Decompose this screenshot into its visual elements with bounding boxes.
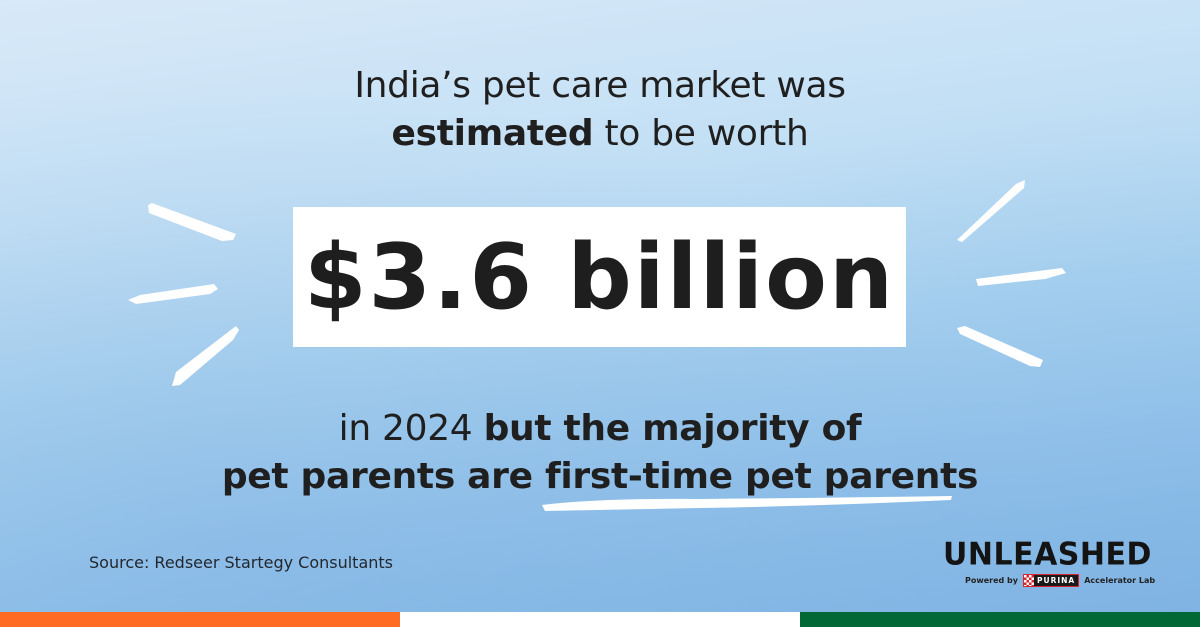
market-value: $3.6 billion: [303, 224, 896, 330]
headline-line-2-rest: to be worth: [593, 113, 809, 154]
accelerator-lab-label: Accelerator Lab: [1084, 576, 1156, 585]
purina-badge: PURINA: [1023, 574, 1080, 587]
subline-emphasis-1: but the majority of: [483, 408, 862, 449]
headline-emphasis: estimated: [391, 113, 594, 154]
logo-tagline: Powered by PURINA Accelerator Lab: [965, 574, 1155, 587]
subline: in 2024 but the majority of pet parents …: [0, 405, 1200, 501]
flag-stripe-white: [400, 612, 800, 627]
unleashed-logo: UNLEASHED Powered by PURINA Accelerator …: [936, 536, 1166, 587]
purina-checkerboard-icon: [1024, 575, 1034, 586]
flag-stripe-orange: [0, 612, 400, 627]
powered-by-label: Powered by: [965, 576, 1018, 585]
headline-line-2: estimated to be worth: [0, 110, 1200, 158]
subline-underlined-phrase: first-time pet parents: [544, 456, 979, 497]
headline-line-1: India’s pet care market was: [354, 65, 846, 106]
subline-line-1: in 2024 but the majority of: [0, 405, 1200, 453]
source-citation: Source: Redseer Startegy Consultants: [89, 553, 394, 572]
brush-underline-icon: [542, 496, 952, 511]
flag-stripe-green: [800, 612, 1200, 627]
amount-highlight-box: $3.6 billion: [293, 207, 906, 347]
subline-line-2: pet parents are first-time pet parents: [0, 453, 1200, 501]
purina-label: PURINA: [1037, 576, 1076, 585]
brush-strokes-left-icon: [128, 203, 239, 386]
brush-strokes-right-icon: [957, 180, 1066, 367]
logo-wordmark: UNLEASHED: [943, 536, 1152, 573]
subline-emphasis-2: pet parents are: [221, 456, 545, 497]
headline: India’s pet care market was estimated to…: [0, 62, 1200, 158]
subline-year: in 2024: [338, 408, 484, 449]
brush-strokes: [0, 0, 1200, 612]
